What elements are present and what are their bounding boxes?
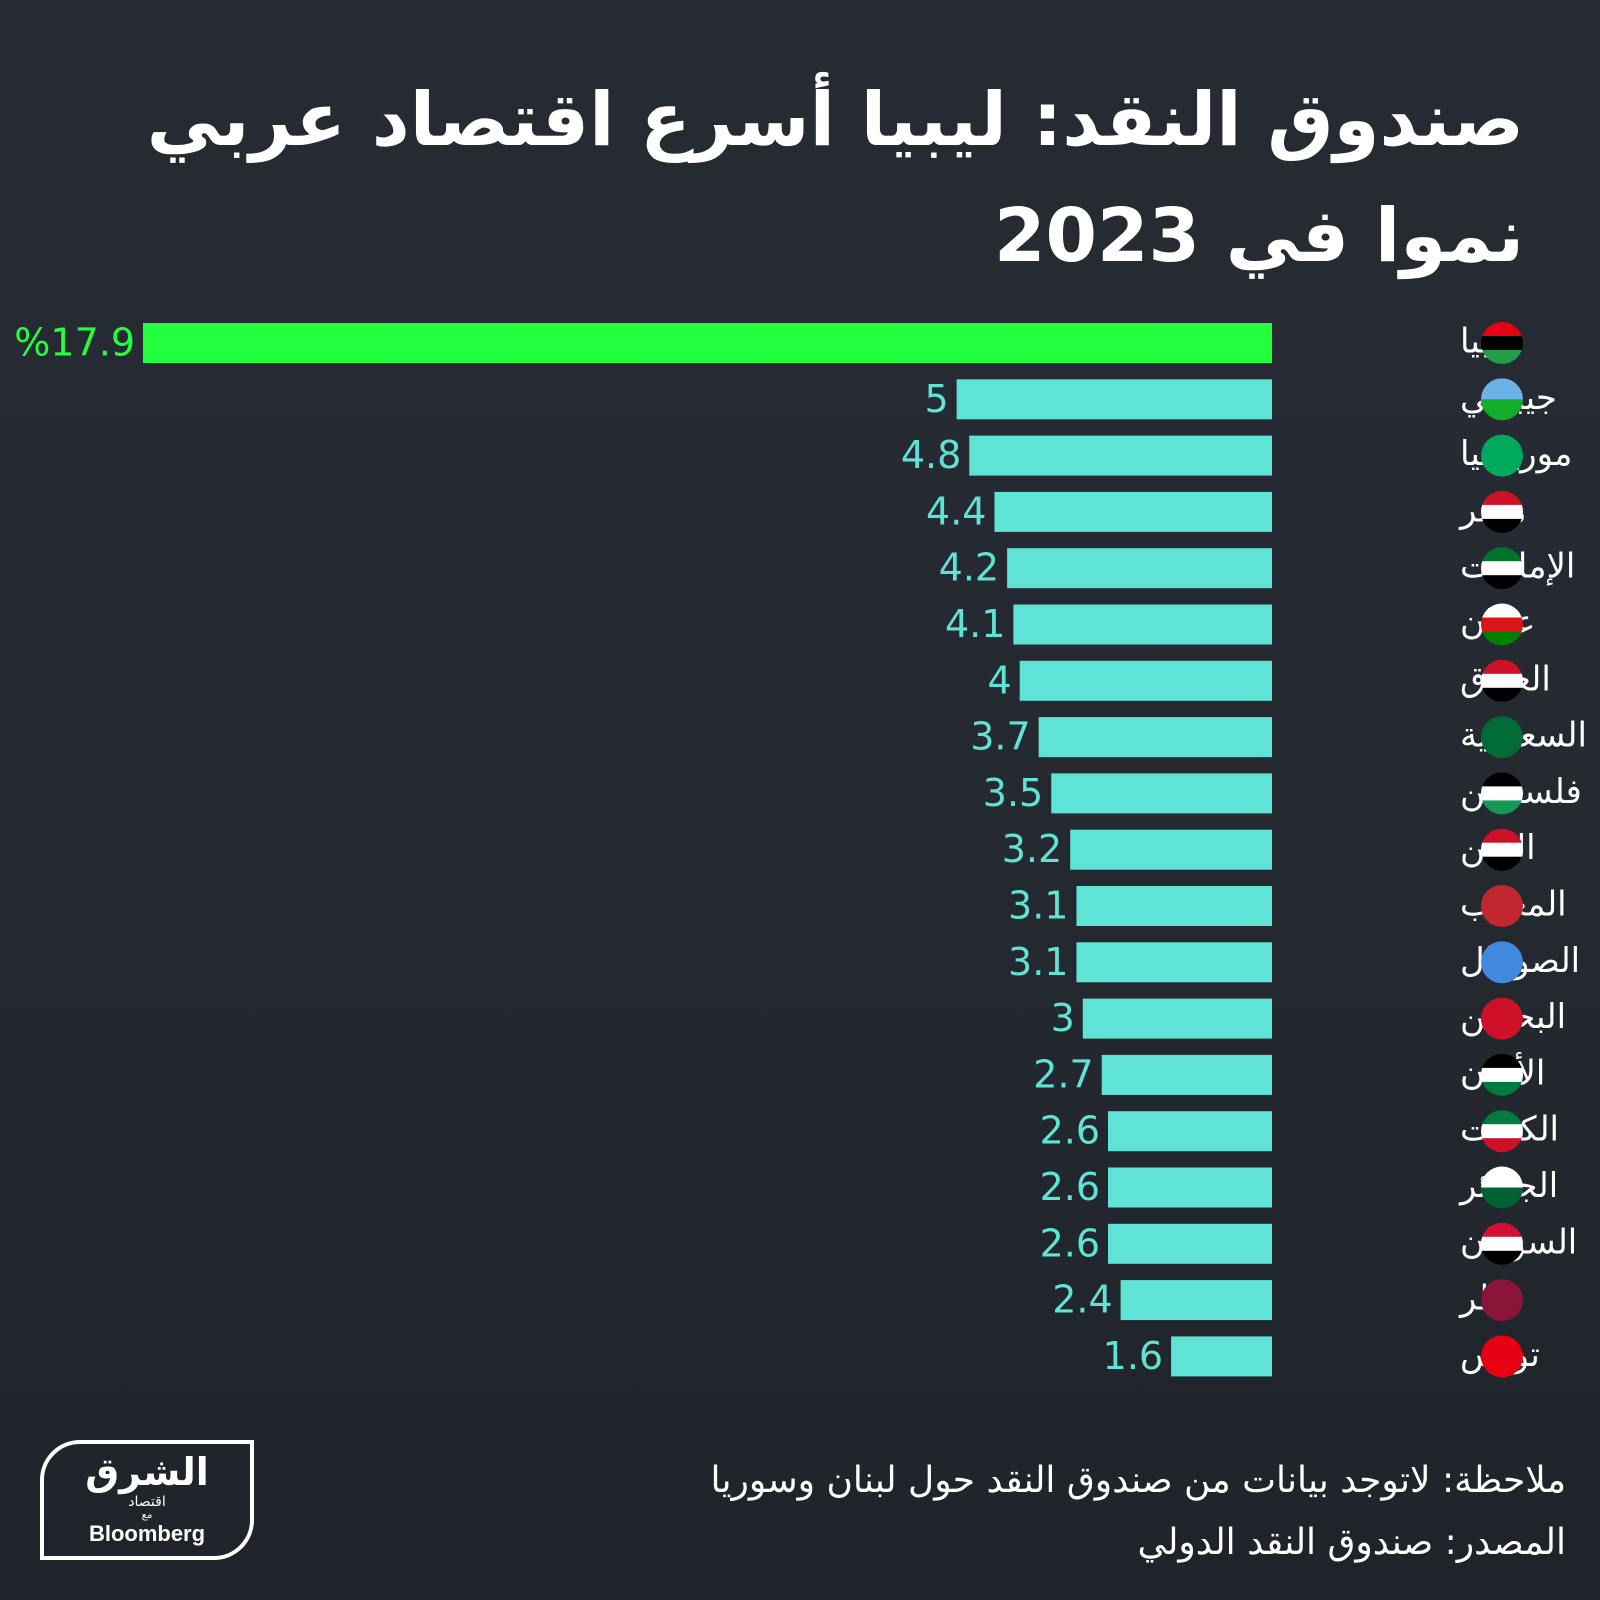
chart-title: صندوق النقد: ليبيا أسرع اقتصاد عربي نموا… <box>146 77 1524 279</box>
value-label: %17.9 <box>14 321 135 365</box>
bar <box>1013 604 1272 645</box>
flag <box>1481 716 1523 759</box>
flag <box>1481 490 1523 533</box>
logo-name: الشرق <box>85 1450 209 1494</box>
flag <box>1481 322 1523 364</box>
flag <box>1481 1335 1523 1378</box>
value-label: 4.8 <box>901 433 961 477</box>
flag <box>1481 659 1523 702</box>
flag <box>1481 378 1523 421</box>
flag <box>1481 434 1523 477</box>
flag <box>1481 1110 1523 1153</box>
flag <box>1481 828 1523 871</box>
value-label: 3.5 <box>983 771 1043 815</box>
bar <box>1076 886 1272 926</box>
flag <box>1481 1053 1523 1096</box>
bar <box>1082 998 1272 1039</box>
logo: الشرق اقتصاد مع Bloomberg <box>40 1440 254 1560</box>
value-label: 3.2 <box>1002 827 1062 871</box>
bar <box>1101 1054 1272 1095</box>
flag <box>1481 941 1523 984</box>
value-label: 3 <box>1051 996 1075 1040</box>
value-label: 4 <box>988 658 1012 702</box>
flag <box>1481 885 1523 927</box>
value-label: 4.2 <box>939 546 999 590</box>
value-label: 2.6 <box>1040 1165 1100 1209</box>
bar <box>1019 660 1272 701</box>
value-label: 2.7 <box>1033 1052 1093 1096</box>
bar <box>1038 717 1272 758</box>
bar <box>1076 942 1272 983</box>
bar <box>1108 1111 1272 1152</box>
logo-with: مع <box>141 1510 153 1521</box>
flag <box>1481 1279 1523 1322</box>
bar <box>1120 1280 1272 1321</box>
flag <box>1481 603 1523 646</box>
flag <box>1481 547 1523 590</box>
note: ملاحظة: لاتوجد بيانات من صندوق النقد حول… <box>710 1460 1566 1501</box>
logo-partner: Bloomberg <box>88 1521 206 1546</box>
value-label: 5 <box>924 377 948 421</box>
flag <box>1481 1166 1523 1209</box>
value-label: 4.1 <box>945 602 1005 646</box>
bar <box>956 379 1272 420</box>
bar <box>1108 1223 1272 1264</box>
value-label: 3.7 <box>970 715 1030 759</box>
value-label: 4.4 <box>926 489 986 533</box>
bar <box>1007 548 1272 589</box>
value-label: 2.4 <box>1052 1278 1112 1322</box>
flag <box>1481 997 1523 1040</box>
value-label: 2.6 <box>1040 1221 1100 1265</box>
category-label: السعودية <box>1460 716 1587 756</box>
bar <box>1171 1336 1272 1377</box>
value-label: 3.1 <box>1008 884 1068 928</box>
flag <box>1481 772 1523 815</box>
bar <box>1108 1167 1272 1208</box>
flag <box>1481 1222 1523 1265</box>
value-label: 3.1 <box>1008 940 1068 984</box>
logo-section: اقتصاد <box>128 1494 166 1510</box>
value-label: 1.6 <box>1103 1334 1163 1378</box>
source: المصدر: صندوق النقد الدولي <box>1137 1522 1566 1563</box>
bar <box>1051 773 1272 814</box>
bar <box>969 435 1272 476</box>
bar <box>1070 829 1272 870</box>
bar <box>143 323 1272 363</box>
value-label: 2.6 <box>1040 1109 1100 1153</box>
bar <box>994 491 1272 532</box>
